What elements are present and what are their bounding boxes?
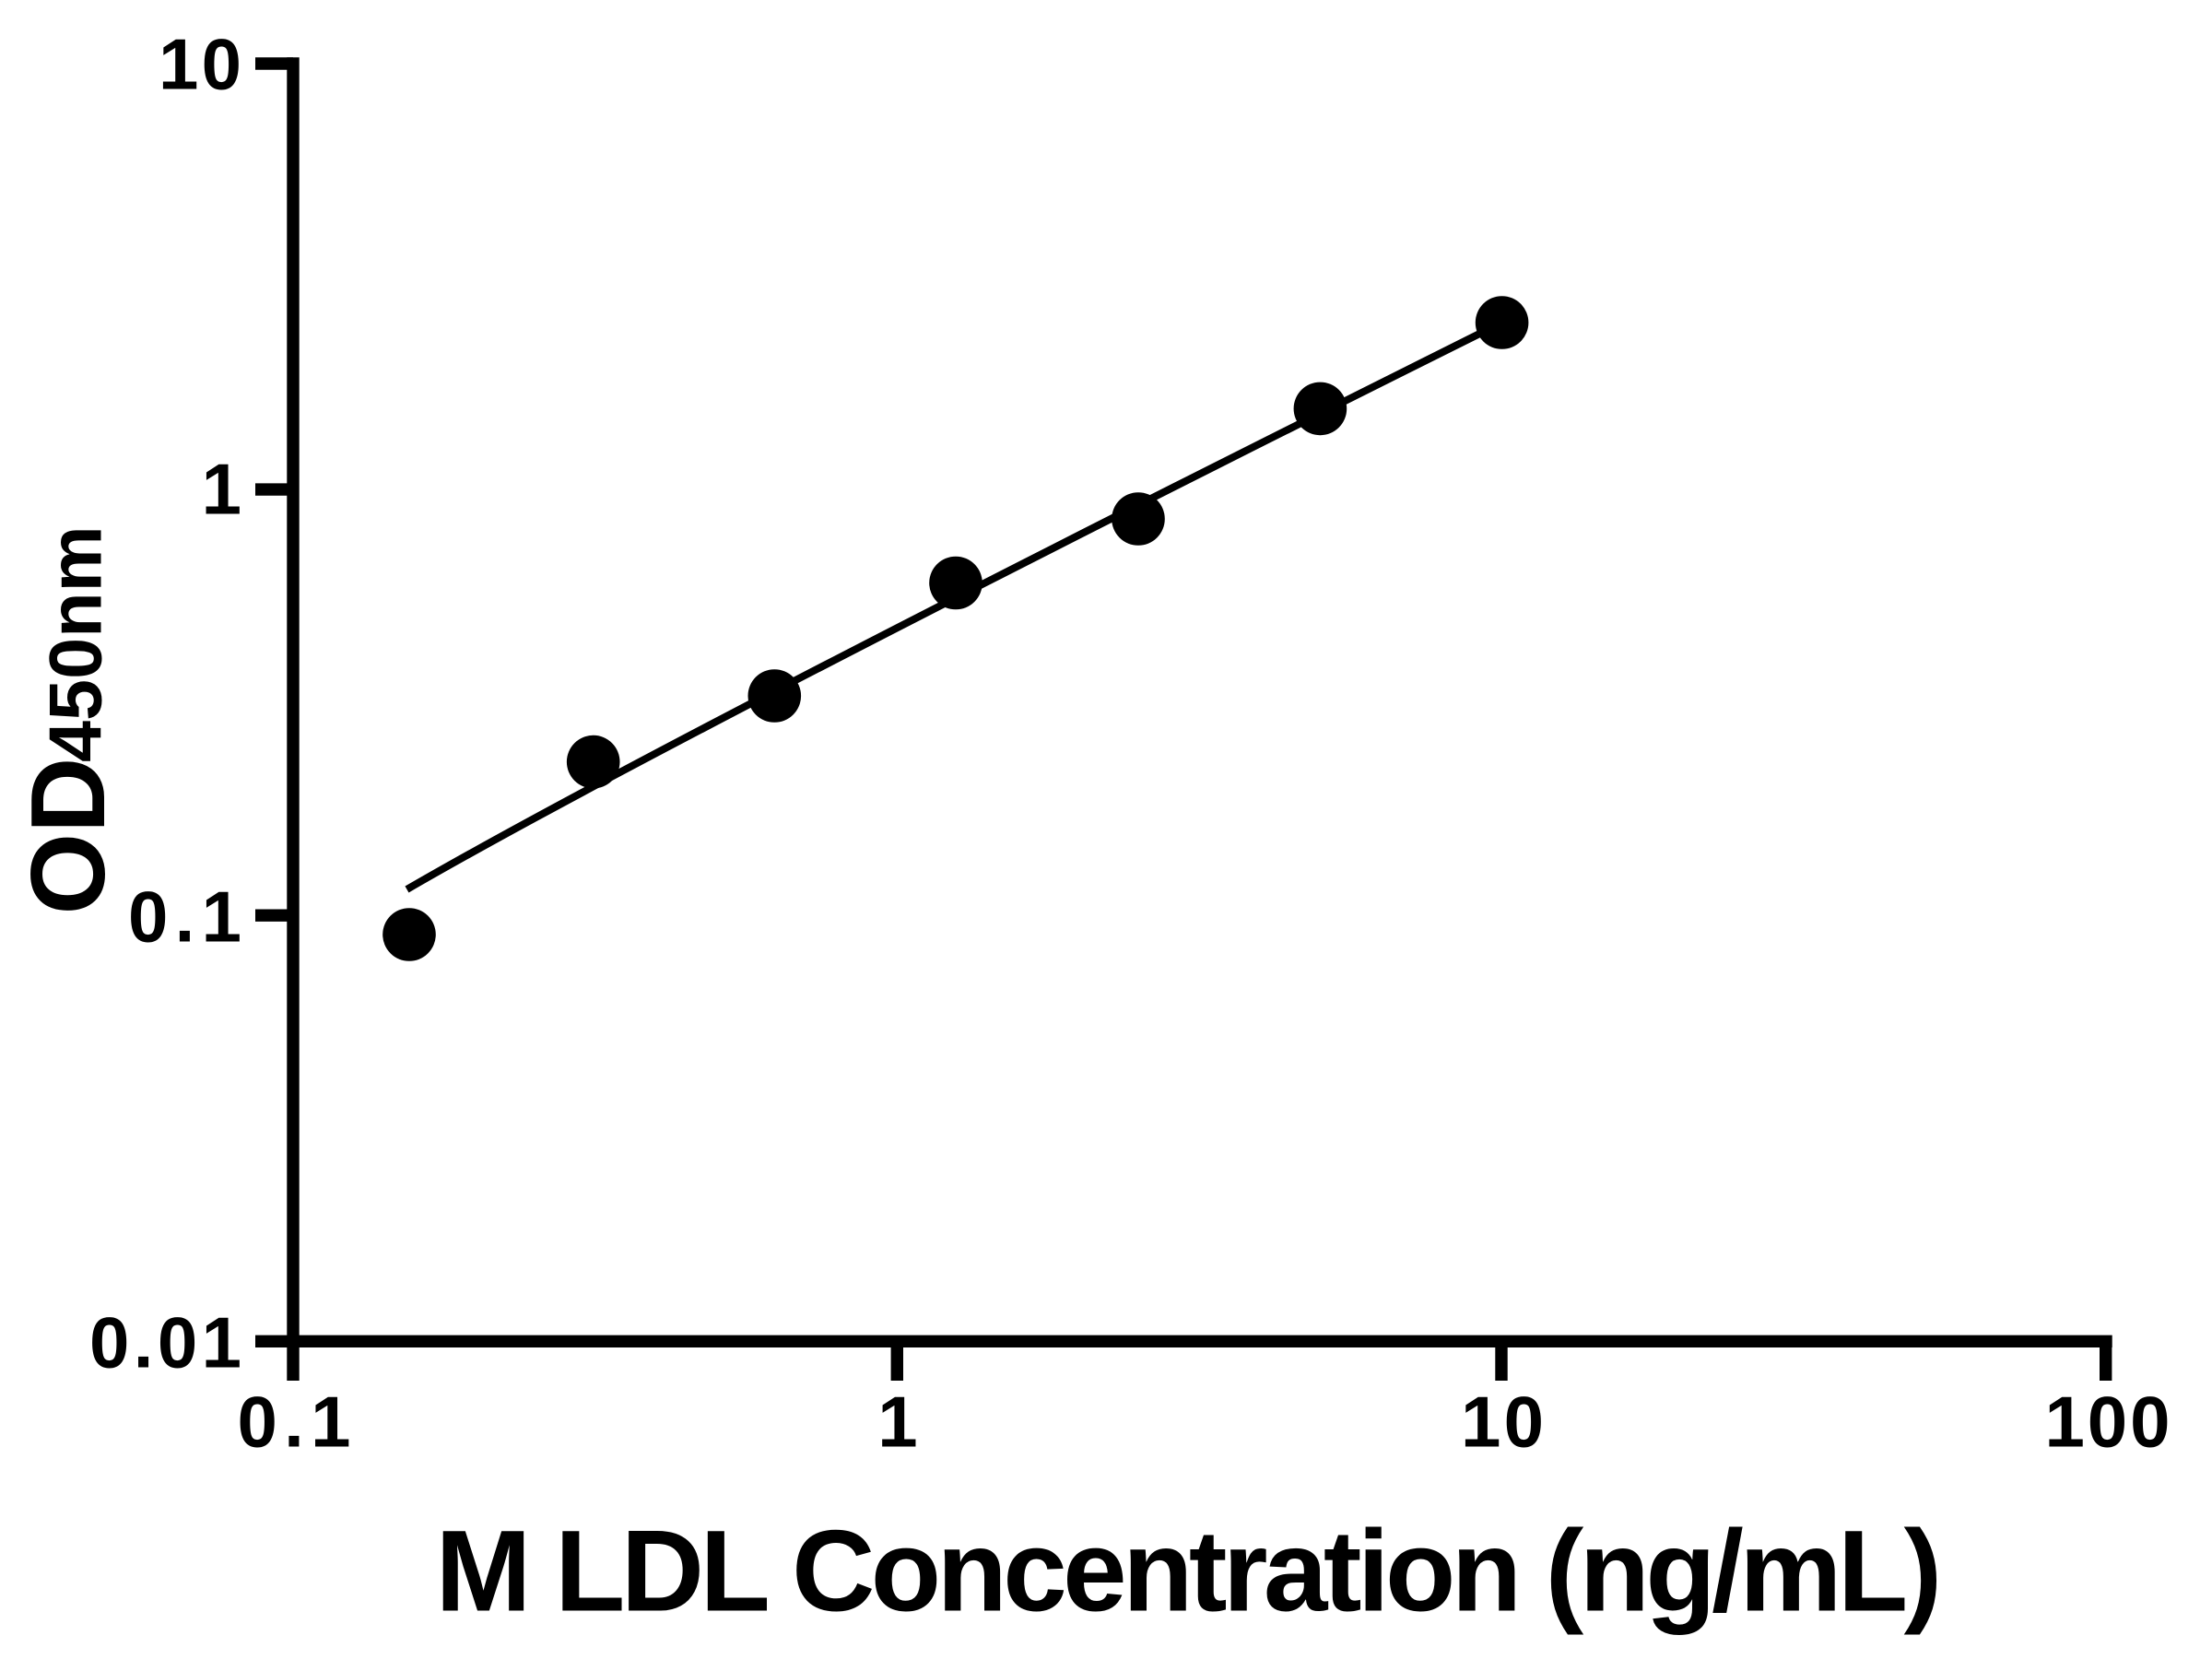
svg-text:100: 100 — [2045, 1382, 2171, 1463]
svg-text:0.1: 0.1 — [128, 877, 241, 958]
svg-text:OD450nm: OD450nm — [10, 525, 127, 914]
svg-text:1: 1 — [202, 449, 241, 530]
svg-text:M LDL Concentration (ng/mL): M LDL Concentration (ng/mL) — [435, 1508, 1937, 1636]
svg-text:1: 1 — [877, 1382, 917, 1463]
svg-text:0.1: 0.1 — [238, 1382, 351, 1463]
svg-text:0.01: 0.01 — [89, 1301, 241, 1382]
